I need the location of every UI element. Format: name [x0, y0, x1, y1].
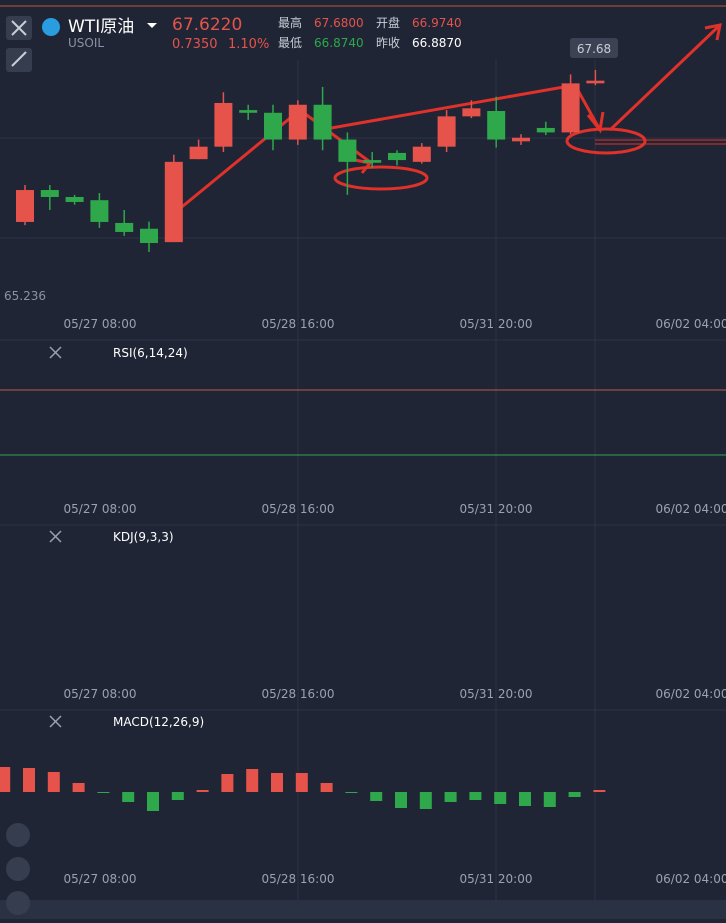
label: 最低 [278, 36, 302, 50]
macd-bar [370, 792, 383, 801]
price-marker: 67.68 [577, 42, 611, 56]
macd-bar [469, 792, 482, 800]
time-label: 06/02 04:00 [656, 502, 726, 516]
label: 昨收 [376, 36, 400, 50]
time-label: 05/31 20:00 [460, 502, 533, 516]
macd-bar [419, 792, 432, 809]
time-label: 05/27 08:00 [64, 317, 137, 331]
close-icon [11, 20, 27, 36]
macd-bar [494, 792, 507, 804]
candle-body [189, 146, 208, 160]
time-label: 05/27 08:00 [64, 687, 137, 701]
candle-body [90, 200, 109, 222]
time-label: 05/31 20:00 [460, 687, 533, 701]
macd-bar [246, 769, 259, 792]
candle-body [115, 222, 134, 232]
macd-bar [23, 768, 35, 792]
macd-bar [221, 774, 234, 792]
candle-body [164, 161, 183, 243]
dropdown-caret[interactable] [147, 23, 157, 28]
indicator-name: MACD(12,26,9) [113, 715, 204, 729]
value: 67.6800 [314, 16, 364, 30]
value: 66.8870 [412, 36, 462, 50]
price: 67.6220 [172, 15, 242, 35]
candle-body [437, 116, 456, 147]
candle-body [462, 108, 481, 117]
code: USOIL [68, 36, 104, 50]
time-label: 05/28 16:00 [262, 502, 335, 516]
macd-bar [519, 792, 531, 806]
candle-body [239, 110, 258, 113]
symbol[interactable]: WTI原油 [68, 17, 134, 37]
candle-body [40, 190, 59, 197]
macd-bar [196, 790, 209, 792]
tab-bar [0, 900, 726, 919]
candle-body [313, 104, 332, 140]
time-label: 06/02 04:00 [656, 317, 726, 331]
time-label: 05/27 08:00 [64, 502, 137, 516]
macd-bar [47, 772, 60, 792]
macd-bar [171, 792, 184, 800]
macd-bar [295, 773, 308, 792]
macd-bar [568, 792, 581, 797]
macd-bar [444, 792, 457, 802]
time-label: 05/31 20:00 [460, 872, 533, 886]
candle-body [16, 190, 34, 222]
candle-body [512, 137, 530, 142]
label: 最高 [278, 15, 302, 30]
macd-bar [543, 792, 556, 807]
tool-icon [11, 51, 27, 67]
candle-body [586, 80, 605, 84]
change-pct: 1.10% [228, 37, 269, 52]
indicator-controls [49, 346, 62, 728]
macd-bar [271, 773, 283, 792]
macd-bar [320, 783, 333, 792]
candle-body [288, 104, 307, 140]
candle-body [214, 102, 233, 147]
macd-bar [0, 767, 11, 792]
macd-bar [122, 792, 135, 802]
value: 66.8740 [314, 36, 364, 50]
macd-bar [147, 792, 159, 811]
candle-body [412, 146, 431, 162]
side-tools [6, 823, 30, 915]
macd-bar [97, 792, 110, 793]
macd-bar [345, 792, 358, 793]
price-marker: 65.236 [4, 289, 46, 303]
candle-body [65, 196, 84, 202]
time-label: 06/02 04:00 [656, 687, 726, 701]
price-marker-box [570, 38, 618, 58]
indicator-name: KDJ(9,3,3) [113, 530, 174, 544]
macd-bar [395, 792, 407, 808]
time-label: 05/28 16:00 [262, 317, 335, 331]
candle-body [264, 112, 282, 140]
indicator-name: RSI(6,14,24) [113, 346, 188, 360]
candle-body [388, 152, 406, 161]
candle-body [487, 111, 506, 140]
candle-body [363, 160, 382, 163]
time-label: 05/31 20:00 [460, 317, 533, 331]
time-label: 05/27 08:00 [64, 872, 137, 886]
time-label: 06/02 04:00 [656, 872, 726, 886]
label: 开盘 [376, 15, 400, 30]
candle-body [140, 228, 158, 244]
candle-body [536, 127, 555, 133]
change: 0.7350 [172, 37, 218, 52]
time-label: 05/28 16:00 [262, 687, 335, 701]
symbol-icon [42, 18, 60, 36]
candle-body [561, 83, 580, 133]
macd-bar [593, 790, 606, 792]
candle-body [338, 139, 357, 162]
value: 66.9740 [412, 16, 462, 30]
macd-bar [72, 783, 85, 792]
time-label: 05/28 16:00 [262, 872, 335, 886]
panel-borders [0, 60, 726, 900]
